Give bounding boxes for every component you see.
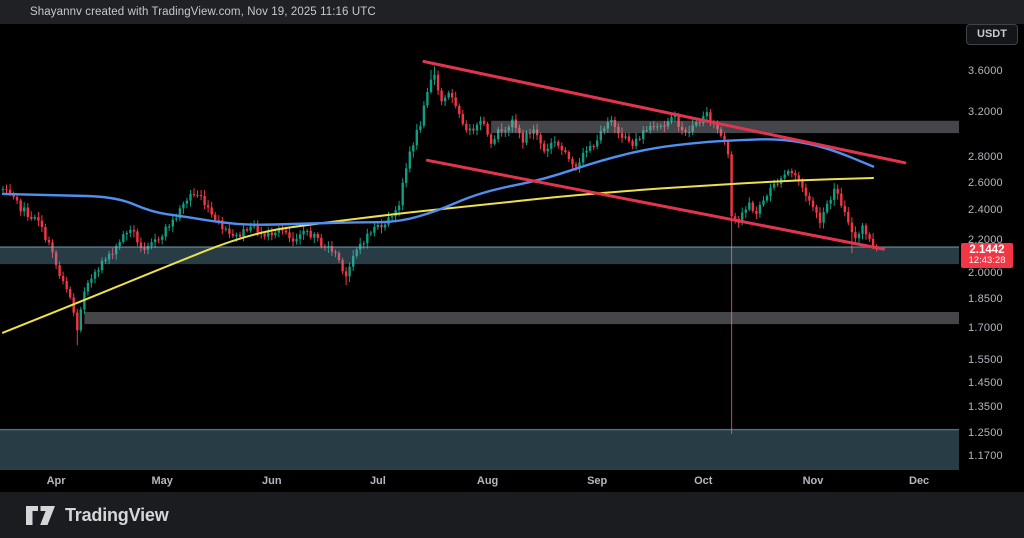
footer-bar: TradingView — [0, 492, 1024, 538]
quote-currency-button[interactable]: USDT — [966, 24, 1018, 45]
price-tick-label: 1.4500 — [968, 376, 1003, 389]
month-tick-label: Jun — [262, 475, 282, 487]
price-tick-label: 1.8500 — [968, 293, 1003, 306]
candle-countdown: 12:43:28 — [968, 254, 1006, 266]
channel-lower-line — [425, 158, 886, 251]
attribution-text: Shayannv created with TradingView.com, N… — [30, 6, 376, 18]
price-tick-label: 1.1700 — [968, 450, 1003, 463]
month-tick-label: Nov — [802, 475, 824, 487]
trend-channel-layer — [422, 60, 907, 251]
fast-ma-line — [1, 138, 875, 226]
supply-zone-3.0 — [491, 120, 959, 134]
month-tick-label: Jul — [369, 475, 386, 487]
price-tick-label: 2.0000 — [968, 266, 1003, 279]
price-tick-label: 1.2500 — [968, 427, 1003, 440]
price-tick-label: 1.3500 — [968, 401, 1003, 414]
price-tick-label: 1.7000 — [968, 322, 1003, 335]
tradingview-logo-icon — [26, 505, 55, 525]
month-tick-label: Dec — [909, 475, 930, 487]
price-tick-label: 1.5500 — [968, 353, 1003, 366]
crash-low-zone-1.25 — [0, 429, 959, 470]
month-tick-label: Oct — [694, 475, 713, 487]
last-price-label: 2.1442 12:43:28 — [961, 242, 1013, 268]
price-tick-label: 2.4000 — [968, 204, 1003, 217]
price-tick-label: 3.2000 — [968, 105, 1003, 118]
price-tick-label: 3.6000 — [968, 65, 1003, 78]
price-tick-label: 2.6000 — [968, 176, 1003, 189]
channel-upper-line — [422, 60, 907, 165]
current-support-zone-2.1 — [0, 247, 959, 265]
moving-averages-layer — [1, 138, 875, 334]
support-zone-1.75 — [84, 312, 959, 325]
zones-layer — [0, 120, 959, 470]
month-tick-label: Sep — [587, 475, 608, 487]
candles-layer — [1, 66, 878, 434]
month-tick-label: May — [151, 475, 173, 487]
month-tick-label: Apr — [46, 475, 66, 487]
brand-name: TradingView — [65, 504, 169, 525]
price-tick-label: 2.8000 — [968, 151, 1003, 164]
attribution-bar: Shayannv created with TradingView.com, N… — [0, 0, 1024, 24]
month-tick-label: Aug — [476, 475, 499, 487]
last-price-value: 2.1442 — [969, 243, 1005, 256]
